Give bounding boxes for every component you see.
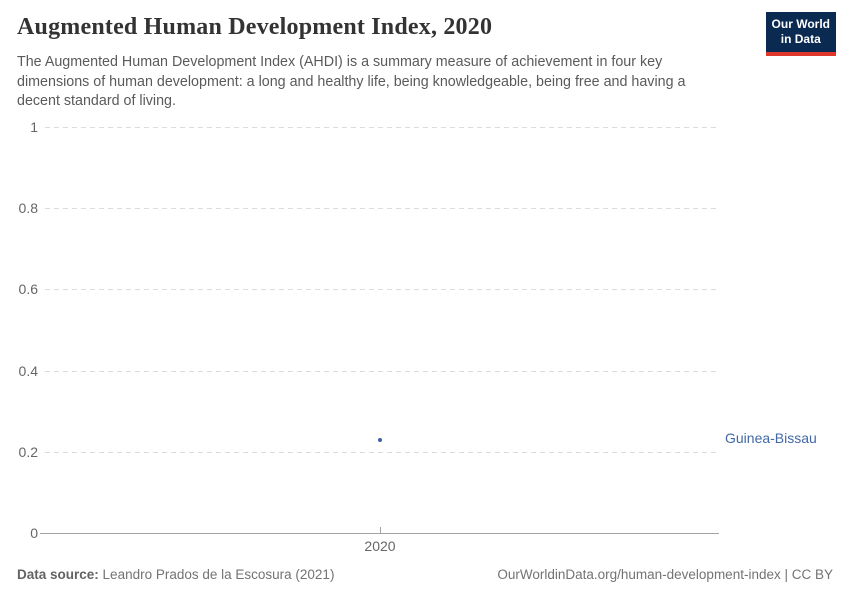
x-axis-line [40,533,719,534]
y-axis-tick-label: 1 [30,119,38,135]
y-axis-tick-label: 0.6 [18,281,38,298]
chart-footer: Data source: Leandro Prados de la Escosu… [17,567,833,582]
data-source: Data source: Leandro Prados de la Escosu… [17,567,334,582]
x-axis-tick [380,527,381,533]
y-axis-tick-label: 0.8 [18,200,38,217]
attribution-link[interactable]: OurWorldinData.org/human-development-ind… [497,567,833,582]
y-gridline [45,370,719,372]
y-axis-tick-label: 0.2 [18,443,38,460]
y-gridline [45,208,719,210]
y-axis-tick-label: 0.4 [18,362,38,379]
x-axis-tick-label: 2020 [364,538,396,554]
chart-subtitle: The Augmented Human Development Index (A… [17,54,686,110]
owid-logo-line1: Our World [771,17,830,31]
data-source-label: Data source: [17,567,99,582]
y-gridline [45,289,719,291]
data-source-value: Leandro Prados de la Escosura (2021) [102,567,335,582]
page-title: Augmented Human Development Index, 2020 [17,14,493,40]
entity-label-guinea-bissau[interactable]: Guinea-Bissau [725,430,817,447]
y-gridline [45,451,719,453]
data-point-guinea-bissau[interactable] [378,437,382,442]
owid-logo[interactable]: Our World in Data [765,12,836,56]
y-gridline [45,127,719,128]
y-axis-tick-label: 0 [30,525,38,541]
owid-logo-line2: in Data [780,32,821,46]
